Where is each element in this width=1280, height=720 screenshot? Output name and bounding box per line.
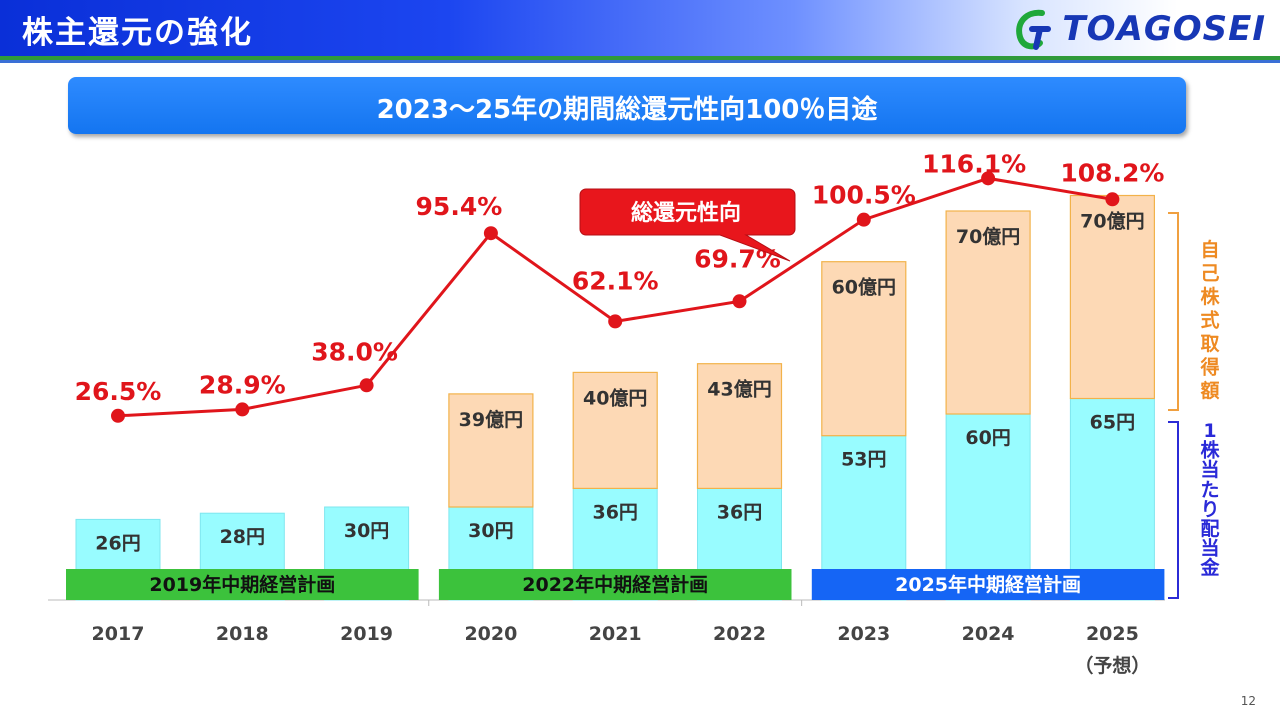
dividend-label: 60円 [965,427,1010,449]
payout-ratio-point [111,408,125,423]
buyback-side-label: 取 [1200,333,1219,355]
payout-ratio-label: 62.1% [572,266,659,295]
payout-ratio-label: 108.2% [1060,158,1164,187]
dividend-side-label: 当 [1200,537,1219,560]
payout-ratio-label: 116.1% [922,149,1026,178]
payout-ratio-callout-text: 総還元性向 [631,200,741,226]
buyback-side-label: 己 [1200,263,1219,285]
buyback-side-label: 自 [1200,238,1219,261]
dividend-label: 36円 [717,501,762,523]
dividend-bracket [1168,421,1179,599]
x-tick-sublabel: （予想） [1074,654,1150,677]
buyback-label: 39億円 [459,408,523,431]
x-tick-label: 2021 [589,623,642,645]
payout-ratio-point [981,171,996,186]
buyback-side-label: 式 [1200,309,1219,332]
dividend-label: 65円 [1090,412,1135,434]
x-tick-label: 2022 [713,623,766,645]
dividend-label: 36円 [592,501,637,523]
dividend-side-label: 金 [1199,556,1220,579]
x-tick-label: 2017 [92,623,145,645]
buyback-bar [821,261,907,437]
header-rule-blue [0,60,1280,63]
buyback-bar [448,393,534,508]
buyback-label: 43億円 [707,378,771,401]
header-bar: 株主還元の強化 [0,0,1280,56]
headline-text: 2023～25年の期間総還元性向100％目途 [376,95,878,125]
logo-mark-icon [1016,9,1052,50]
payout-ratio-point [483,226,498,241]
dividend-label: 30円 [468,520,513,542]
buyback-side-label: 額 [1200,379,1219,402]
plan-band [438,569,792,600]
payout-ratio-label: 38.0% [311,337,398,366]
headline-banner: 2023～25年の期間総還元性向100％目途 [68,77,1186,134]
buyback-label: 70億円 [1080,210,1144,233]
payout-ratio-point [732,294,747,309]
payout-ratio-label: 95.4% [416,192,503,221]
plan-band [811,569,1165,600]
buyback-bar [696,363,783,490]
buyback-label: 60億円 [832,276,896,299]
dividend-side-label: り [1200,498,1219,520]
dividend-side-label: 当 [1200,458,1219,481]
dividend-label: 26円 [95,532,140,554]
buyback-side-label: 得 [1199,356,1219,379]
payout-ratio-point [1105,192,1120,207]
payout-ratio-point [359,378,374,393]
page-title: 株主還元の強化 [22,15,253,51]
page-number: 12 [1240,694,1256,708]
plan-band-label: 2019年中期経営計画 [149,573,335,596]
x-tick-label: 2024 [962,623,1015,645]
x-tick-label: 2025 [1086,623,1139,645]
dividend-bar [1069,398,1155,601]
x-tick-label: 2018 [216,623,269,645]
plan-band-label: 2022年中期経営計画 [522,573,708,596]
payout-ratio-label: 100.5% [812,181,916,210]
dividend-side-label: 1 [1203,420,1216,442]
x-tick-label: 2020 [464,623,517,645]
payout-ratio-label: 28.9% [199,370,286,399]
payout-ratio-label: 26.5% [75,377,162,406]
buyback-bar [1069,194,1156,400]
x-tick-label: 2019 [340,623,393,645]
dividend-label: 28円 [220,526,265,548]
dividend-label: 30円 [344,520,389,542]
x-tick-label: 2023 [837,623,890,645]
dividend-side-label: 株 [1200,439,1220,462]
buyback-label: 40億円 [583,386,647,409]
payout-ratio-point [856,212,871,227]
buyback-label: 70億円 [956,225,1020,248]
company-logo: TOAGOSEI [1012,6,1266,52]
logo-text: TOAGOSEI [1062,9,1266,49]
plan-band-label: 2025年中期経営計画 [895,573,1081,596]
dividend-label: 53円 [841,449,886,471]
payout-ratio-point [608,314,623,329]
buyback-bar [572,371,658,489]
dividend-side-label: た [1200,479,1219,501]
plan-band [66,569,419,600]
dividend-side-label: 配 [1200,518,1219,540]
buyback-side-label: 株 [1200,285,1220,308]
buyback-bracket [1168,212,1179,411]
header-rule-green [0,56,1280,60]
payout-ratio-callout [579,188,796,262]
buyback-bar [945,210,1031,415]
payout-ratio-point [235,402,250,417]
